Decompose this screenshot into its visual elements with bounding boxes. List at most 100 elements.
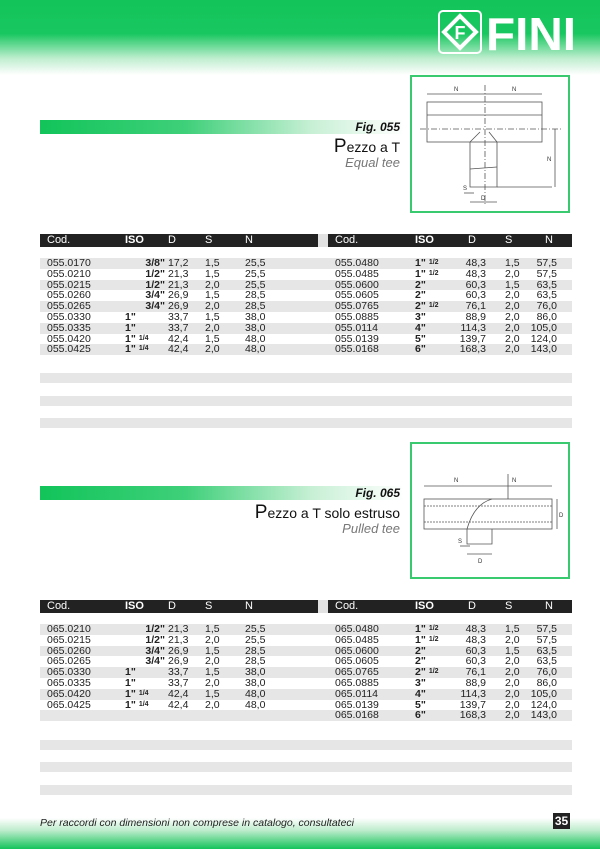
cell-cod: 055.0260 (47, 289, 91, 302)
empty-row-stripe (40, 785, 572, 795)
cell-n: 38,0 (245, 666, 266, 679)
cell-n: 48,0 (245, 687, 266, 700)
cell-d: 76,1 (465, 300, 486, 313)
svg-text:N: N (454, 87, 458, 93)
cell-n: 76,0 (536, 666, 557, 679)
cell-cod: 055.0335 (47, 321, 91, 334)
cell-cod: 065.0335 (47, 677, 91, 689)
svg-text:S: S (463, 186, 467, 192)
cell-cod: 055.0485 (335, 267, 379, 280)
cell-iso: 1/2" (145, 268, 165, 280)
column-header-cod: Cod. (335, 234, 359, 246)
cell-cod: 065.0114 (335, 687, 379, 700)
cell-d: 114,3 (460, 687, 487, 700)
equal-tee-drawing: N N N D S (420, 85, 562, 205)
iso-value: 6" (415, 343, 426, 356)
table-row: 065.0330 1" 33,7 1,5 38,0 065.0765 2" 1/2 76,1 2,… (40, 667, 572, 678)
cell-iso: 1" 1/4 (125, 344, 149, 355)
cell-s: 2,0 (205, 698, 220, 711)
equal-tee-diagram: N N N D S (410, 75, 570, 213)
cell-s: 2,0 (505, 677, 520, 689)
iso-value: 1" (125, 332, 136, 345)
svg-text:D: D (559, 513, 564, 519)
cell-cod: 065.0885 (335, 677, 379, 689)
column-header-d: D (168, 600, 176, 612)
table-row: 065.0265 3/4" 26,9 2,0 28,5 065.0605 2" 60,3 2,0… (40, 656, 572, 667)
cell-d: 48,3 (465, 267, 486, 280)
cell-n: 86,0 (536, 677, 557, 689)
cell-s: 2,0 (205, 343, 220, 356)
cell-cod: 065.0765 (335, 666, 379, 679)
cell-iso: 5" (415, 333, 426, 345)
table-row: 065.0335 1" 33,7 2,0 38,0 065.0885 3" 88,9 2,0 86… (40, 678, 572, 689)
cell-iso: 1" (125, 678, 136, 689)
table-row: 055.0215 1/2" 21,3 2,0 25,5 055.0600 2" 60,3 1,5… (40, 278, 572, 291)
iso-fraction: 1/4 (138, 345, 149, 353)
cell-n: 76,0 (536, 300, 557, 313)
cell-cod: 065.0605 (335, 655, 379, 668)
cell-d: 168,3 (459, 343, 486, 356)
iso-value: 1" (125, 343, 136, 356)
column-header-n: N (545, 234, 553, 246)
cell-n: 63,5 (536, 655, 557, 668)
cell-d: 26,9 (168, 289, 189, 302)
cell-s: 1,5 (505, 644, 520, 657)
cell-d: 76,1 (465, 666, 486, 679)
fig-bar (40, 120, 405, 134)
cell-n: 48,0 (245, 332, 266, 345)
cell-s: 2,0 (505, 267, 520, 280)
cell-n: 38,0 (245, 321, 266, 334)
cell-d: 33,7 (168, 677, 189, 689)
cell-s: 2,0 (205, 300, 220, 313)
cell-s: 1,5 (205, 666, 220, 679)
cell-s: 2,0 (505, 321, 520, 334)
table-header: Cod. ISO D S N (40, 600, 318, 613)
cell-cod: 065.0168 (335, 709, 379, 722)
iso-value: 3" (415, 677, 426, 689)
cell-iso: 1/2" (145, 279, 165, 291)
table-row: 055.0420 1" 1/4 42,4 1,5 48,0 055.0139 5" 139,7 2… (40, 332, 572, 345)
iso-value: 1" (415, 623, 426, 635)
cell-iso: 3/8" (145, 258, 165, 269)
column-header-cod: Cod. (47, 600, 71, 612)
iso-value: 4" (415, 687, 426, 700)
cell-s: 1,5 (205, 623, 220, 635)
fig-label: Fig. 065 (355, 486, 400, 500)
header-band (0, 0, 600, 75)
fini-logo: F FINI (438, 10, 576, 54)
cell-s: 2,0 (505, 300, 520, 313)
svg-text:D: D (478, 559, 483, 565)
cell-d: 48,3 (465, 623, 486, 635)
svg-text:FINI: FINI (486, 10, 576, 54)
svg-text:N: N (454, 478, 458, 484)
cell-d: 42,4 (168, 698, 189, 711)
cell-d: 60,3 (465, 289, 486, 302)
table-row: 055.0330 1" 33,7 1,5 38,0 055.0885 3" 88,9 2,0 86… (40, 312, 572, 323)
table-row: 055.0170 3/8" 17,2 1,5 25,5 055.0480 1" 1/2 48,3… (40, 258, 572, 269)
cell-cod: 065.0420 (47, 687, 91, 700)
cell-cod: 055.0885 (335, 311, 379, 323)
cell-iso: 1" 1/2 (415, 258, 439, 269)
page-number: 35 (553, 813, 570, 829)
iso-value: 1" (125, 677, 136, 689)
cell-iso: 1/2" (145, 624, 165, 635)
cell-s: 2,0 (505, 666, 520, 679)
cell-cod: 055.0215 (47, 278, 91, 291)
column-header-iso: ISO (125, 234, 144, 246)
cell-s: 2,0 (205, 677, 220, 689)
iso-fraction: 1/2 (428, 259, 439, 266)
cell-s: 2,0 (505, 311, 520, 323)
empty-row-stripe (40, 418, 572, 428)
iso-value: 4" (415, 321, 426, 334)
column-header-d: D (168, 234, 176, 246)
svg-text:D: D (481, 196, 486, 202)
cell-iso: 1/2" (145, 634, 165, 646)
cell-s: 1,5 (205, 644, 220, 657)
cell-d: 60,3 (465, 655, 486, 668)
cell-s: 1,5 (205, 267, 220, 280)
cell-s: 1,5 (505, 623, 520, 635)
cell-d: 42,4 (168, 332, 189, 345)
iso-fraction: 1/2 (428, 269, 439, 277)
cell-cod: 055.0425 (47, 343, 91, 356)
footer-band (0, 818, 600, 849)
